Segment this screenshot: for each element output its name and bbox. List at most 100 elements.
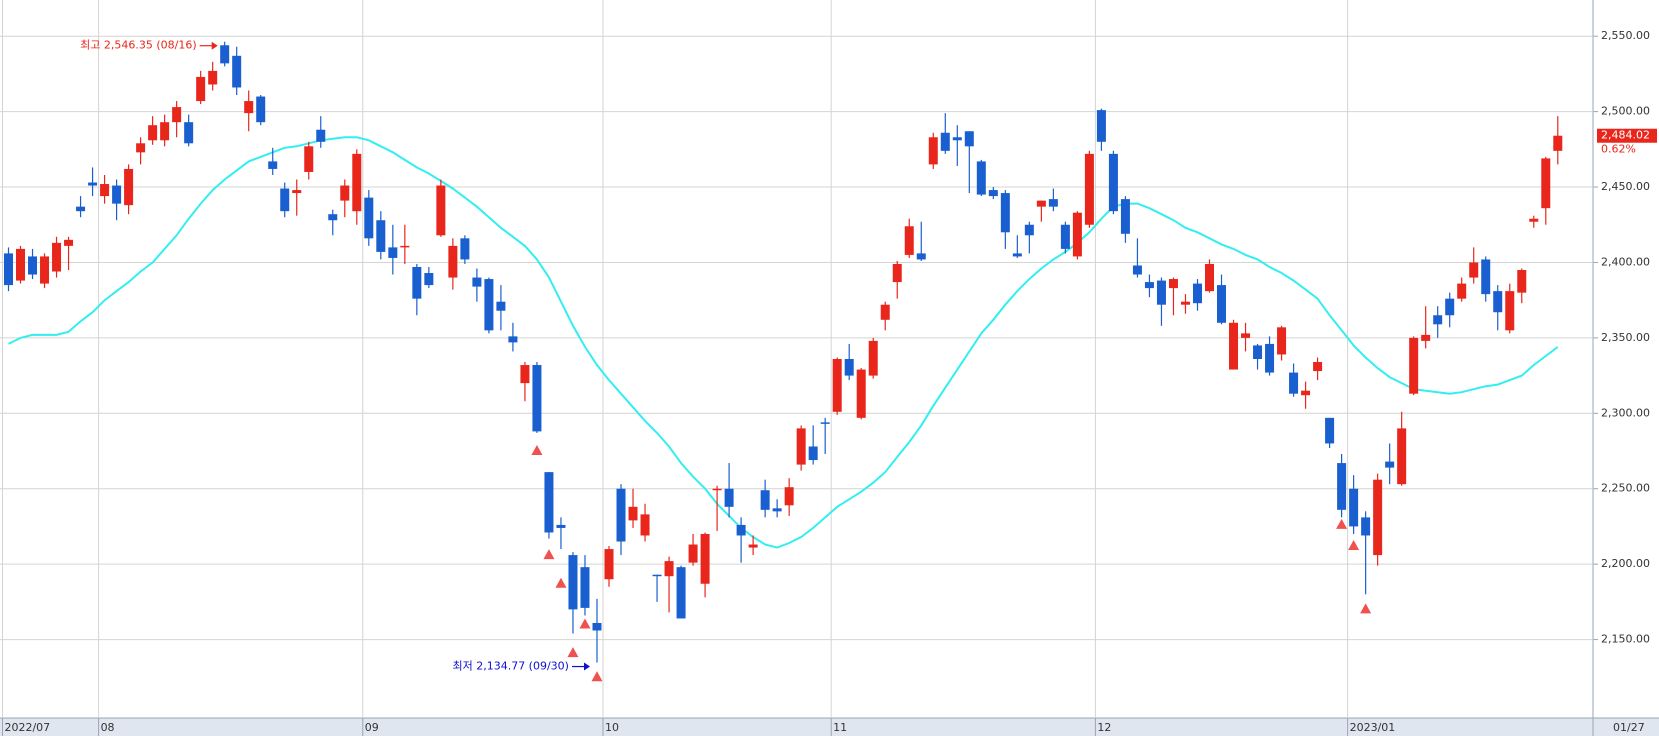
candle-body <box>1120 199 1130 234</box>
candle-body <box>1433 315 1443 325</box>
candle-body <box>1060 224 1070 249</box>
candle-body <box>664 561 674 577</box>
candle-body <box>640 514 650 536</box>
candle-body <box>532 365 542 432</box>
candle-body <box>220 45 230 64</box>
candle-body <box>976 161 986 195</box>
candle-body <box>868 340 878 376</box>
signal-marker <box>543 549 555 560</box>
candle-body <box>1337 463 1347 510</box>
candle-body <box>100 184 110 197</box>
candle-body <box>1012 253 1022 257</box>
candle-body <box>1205 263 1214 292</box>
candle-body <box>1505 291 1515 331</box>
x-tick-label: 2022/07 <box>4 721 50 734</box>
signal-marker <box>1336 518 1348 529</box>
x-tick-label: 2023/01 <box>1350 721 1396 734</box>
candle-body <box>952 137 962 141</box>
candle-body <box>88 182 98 186</box>
candle-body <box>916 253 926 260</box>
candle-body <box>1180 301 1190 305</box>
candle-body <box>448 245 458 278</box>
y-tick-label: 2,350.00 <box>1601 331 1650 344</box>
candle-body <box>1132 265 1142 275</box>
candle-body <box>652 574 662 577</box>
candle-body <box>436 185 446 236</box>
candle-body <box>268 161 278 169</box>
candle-body <box>1529 218 1539 222</box>
candle-body <box>880 304 890 320</box>
candle-body <box>424 273 434 286</box>
candle-body <box>304 146 314 172</box>
moving-average-line <box>8 136 1559 549</box>
y-tick-label: 2,550.00 <box>1601 29 1650 42</box>
candle-body <box>1421 334 1431 341</box>
x-axis-strip <box>0 718 1659 736</box>
candle-body <box>1192 283 1202 304</box>
annotation-text: 최고 2,546.35 (08/16) <box>80 39 197 52</box>
candle-body <box>292 190 302 194</box>
candle-body <box>832 359 842 412</box>
last-date-label: 01/27 <box>1613 721 1645 734</box>
candle-body <box>1385 461 1395 468</box>
candle-body <box>1373 479 1383 556</box>
candle-body <box>280 188 290 212</box>
annotation-text: 최저 2,134.77 (09/30) <box>452 660 569 673</box>
candle-body <box>172 107 182 123</box>
candle-body <box>1409 337 1419 394</box>
candle-body <box>136 143 146 153</box>
candle-body <box>184 122 194 144</box>
candle-body <box>892 263 902 283</box>
candle-body <box>1397 428 1407 485</box>
candle-body <box>1481 259 1491 295</box>
candle-body <box>388 247 398 258</box>
candle-body <box>700 533 710 584</box>
candle-body <box>1517 270 1527 293</box>
candle-body <box>724 488 734 507</box>
candle-body <box>904 226 914 255</box>
y-tick-label: 2,200.00 <box>1601 557 1650 570</box>
signal-marker <box>1348 540 1360 551</box>
candle-body <box>1349 488 1359 527</box>
y-tick-label: 2,500.00 <box>1601 105 1650 118</box>
candle-body <box>1036 200 1046 207</box>
candle-body <box>856 369 866 418</box>
candle-body <box>460 238 470 260</box>
candle-body <box>112 185 122 204</box>
candle-body <box>760 490 770 510</box>
candle-body <box>232 55 242 88</box>
candle-body <box>676 567 686 619</box>
signal-marker <box>1360 603 1372 614</box>
signal-marker <box>531 445 543 456</box>
signal-marker <box>579 618 591 629</box>
candle-body <box>820 422 830 424</box>
candle-body <box>796 428 806 465</box>
x-tick-label: 12 <box>1097 721 1111 734</box>
signal-marker <box>567 647 579 658</box>
candle-body <box>1253 345 1263 359</box>
candle-body <box>508 336 518 343</box>
candle-body <box>772 508 782 512</box>
candle-body <box>244 101 254 114</box>
candle-body <box>472 277 482 287</box>
candle-body <box>1289 372 1299 394</box>
annotation-arrowhead <box>583 662 590 671</box>
candle-body <box>1024 224 1034 236</box>
candle-body <box>196 76 206 102</box>
candle-body <box>400 245 410 248</box>
candle-body <box>1325 417 1335 444</box>
candle-body <box>1229 322 1239 370</box>
candle-body <box>712 488 722 491</box>
candle-body <box>208 70 218 85</box>
candle-body <box>364 197 374 239</box>
x-tick-label: 10 <box>605 721 619 734</box>
candle-body <box>1217 285 1227 323</box>
signal-marker <box>591 671 603 682</box>
change-label: 0.62% <box>1601 143 1636 156</box>
y-tick-label: 2,450.00 <box>1601 180 1650 193</box>
candle-body <box>40 256 50 284</box>
y-tick-label: 2,300.00 <box>1601 406 1650 419</box>
candle-body <box>352 153 362 212</box>
